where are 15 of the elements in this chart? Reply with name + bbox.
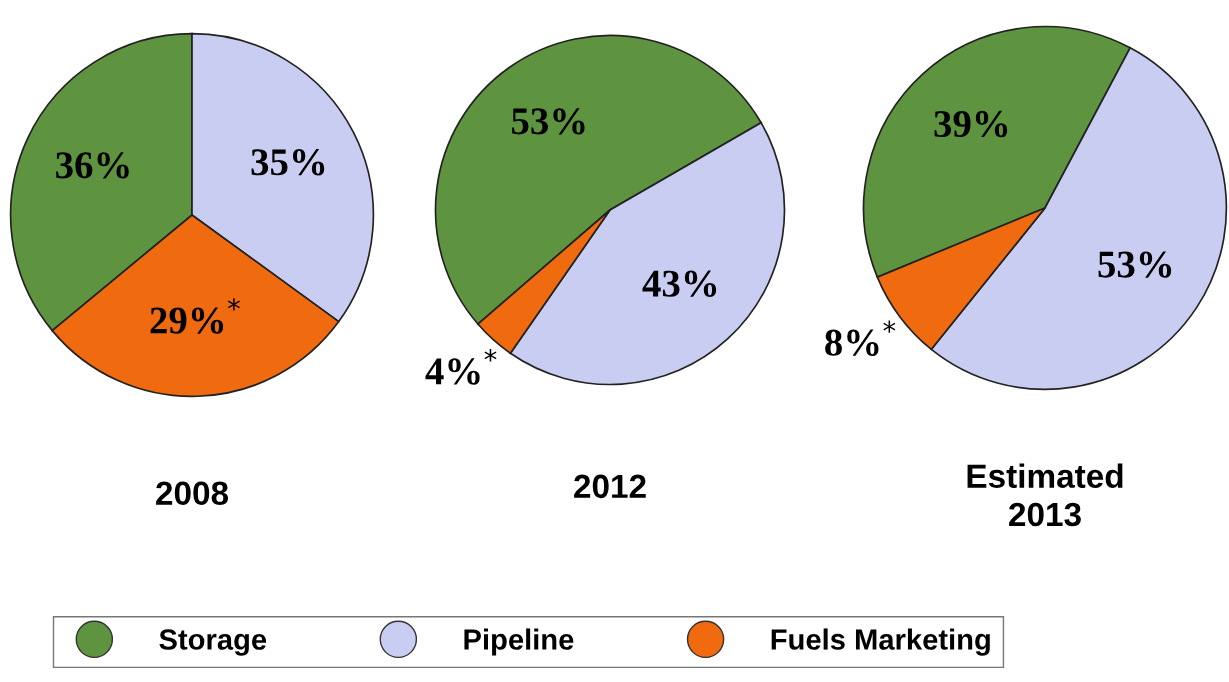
legend-label: Storage bbox=[159, 629, 267, 656]
text: 2008 bbox=[156, 481, 229, 506]
legend-label: Fuels Marketing bbox=[771, 628, 990, 656]
data-label: 29%$^{*}$ bbox=[150, 298, 240, 334]
data-label: 53% bbox=[1098, 251, 1172, 278]
data-label: 36% bbox=[56, 152, 129, 179]
data-label: 8%$^{*}$ bbox=[825, 320, 896, 356]
text: 2012 bbox=[574, 474, 646, 499]
data-label: 4%$^{*}$ bbox=[425, 349, 497, 385]
legend-label: Pipeline bbox=[464, 628, 574, 656]
data-label: 53% bbox=[512, 108, 585, 135]
data-label: 43% bbox=[642, 270, 717, 297]
data-label: 39% bbox=[934, 110, 1008, 138]
text: Estimated 2013 bbox=[967, 463, 1123, 527]
data-label: 35% bbox=[251, 149, 325, 176]
